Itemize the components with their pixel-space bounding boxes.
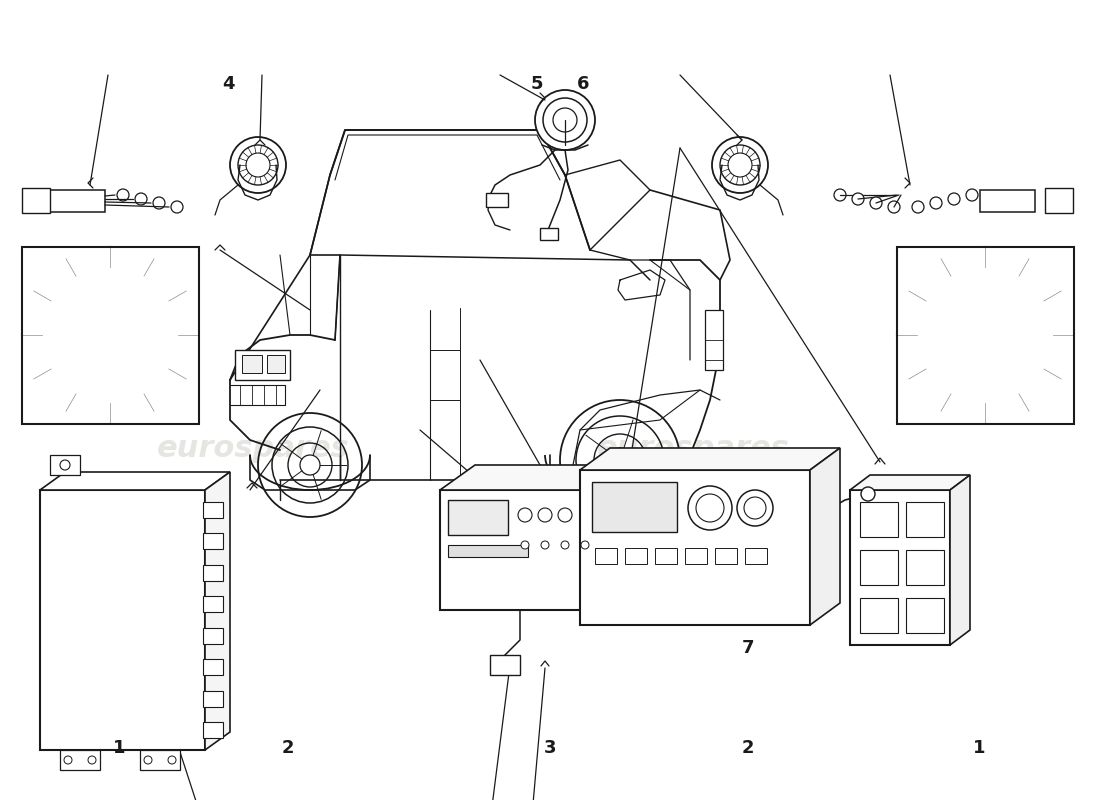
Polygon shape bbox=[580, 448, 840, 470]
Circle shape bbox=[948, 193, 960, 205]
Text: eurospares: eurospares bbox=[596, 434, 790, 462]
FancyBboxPatch shape bbox=[654, 548, 676, 564]
FancyBboxPatch shape bbox=[486, 193, 508, 207]
FancyBboxPatch shape bbox=[625, 548, 647, 564]
Text: 5: 5 bbox=[530, 75, 543, 93]
Circle shape bbox=[561, 541, 569, 549]
Circle shape bbox=[712, 137, 768, 193]
FancyBboxPatch shape bbox=[705, 310, 723, 370]
FancyBboxPatch shape bbox=[595, 548, 617, 564]
FancyBboxPatch shape bbox=[50, 455, 80, 475]
FancyBboxPatch shape bbox=[267, 355, 285, 373]
FancyBboxPatch shape bbox=[204, 722, 223, 738]
Circle shape bbox=[888, 201, 900, 213]
Text: 1: 1 bbox=[972, 739, 986, 757]
FancyBboxPatch shape bbox=[1045, 188, 1072, 213]
Polygon shape bbox=[850, 475, 970, 490]
FancyBboxPatch shape bbox=[22, 247, 199, 424]
Circle shape bbox=[168, 756, 176, 764]
FancyBboxPatch shape bbox=[860, 502, 898, 537]
Circle shape bbox=[737, 490, 773, 526]
FancyBboxPatch shape bbox=[715, 548, 737, 564]
Circle shape bbox=[144, 756, 152, 764]
FancyBboxPatch shape bbox=[490, 655, 520, 675]
Circle shape bbox=[170, 201, 183, 213]
Text: 3: 3 bbox=[543, 739, 557, 757]
FancyBboxPatch shape bbox=[204, 596, 223, 612]
Circle shape bbox=[870, 197, 882, 209]
Circle shape bbox=[60, 460, 70, 470]
Circle shape bbox=[538, 508, 552, 522]
Text: 1: 1 bbox=[112, 739, 125, 757]
FancyBboxPatch shape bbox=[60, 750, 100, 770]
FancyBboxPatch shape bbox=[906, 550, 944, 585]
Circle shape bbox=[541, 541, 549, 549]
Circle shape bbox=[64, 756, 72, 764]
FancyBboxPatch shape bbox=[242, 355, 262, 373]
Circle shape bbox=[930, 197, 942, 209]
FancyBboxPatch shape bbox=[448, 500, 508, 535]
FancyBboxPatch shape bbox=[906, 502, 944, 537]
FancyBboxPatch shape bbox=[40, 490, 205, 750]
Polygon shape bbox=[205, 472, 230, 750]
FancyBboxPatch shape bbox=[440, 490, 630, 610]
Circle shape bbox=[153, 197, 165, 209]
Circle shape bbox=[896, 247, 1072, 423]
Circle shape bbox=[581, 541, 589, 549]
FancyBboxPatch shape bbox=[204, 565, 223, 581]
FancyBboxPatch shape bbox=[140, 750, 180, 770]
FancyBboxPatch shape bbox=[204, 690, 223, 706]
Circle shape bbox=[558, 508, 572, 522]
Text: 6: 6 bbox=[576, 75, 590, 93]
FancyBboxPatch shape bbox=[580, 470, 810, 625]
Circle shape bbox=[521, 541, 529, 549]
Circle shape bbox=[117, 189, 129, 201]
FancyBboxPatch shape bbox=[235, 350, 290, 380]
FancyBboxPatch shape bbox=[204, 502, 223, 518]
Polygon shape bbox=[630, 465, 666, 610]
FancyBboxPatch shape bbox=[906, 598, 944, 633]
Circle shape bbox=[135, 193, 147, 205]
Circle shape bbox=[966, 189, 978, 201]
FancyBboxPatch shape bbox=[204, 659, 223, 675]
FancyBboxPatch shape bbox=[204, 628, 223, 644]
Polygon shape bbox=[40, 472, 230, 490]
Circle shape bbox=[230, 137, 286, 193]
Circle shape bbox=[912, 201, 924, 213]
FancyBboxPatch shape bbox=[448, 545, 528, 557]
FancyBboxPatch shape bbox=[980, 190, 1035, 212]
Circle shape bbox=[535, 90, 595, 150]
FancyBboxPatch shape bbox=[685, 548, 707, 564]
Text: 2: 2 bbox=[282, 739, 295, 757]
Circle shape bbox=[518, 508, 532, 522]
FancyBboxPatch shape bbox=[745, 548, 767, 564]
Circle shape bbox=[688, 486, 732, 530]
FancyBboxPatch shape bbox=[896, 247, 1074, 424]
FancyBboxPatch shape bbox=[850, 490, 950, 645]
Text: 2: 2 bbox=[741, 739, 755, 757]
Text: 4: 4 bbox=[222, 75, 235, 93]
Polygon shape bbox=[810, 448, 840, 625]
Circle shape bbox=[861, 487, 875, 501]
FancyBboxPatch shape bbox=[204, 534, 223, 550]
Circle shape bbox=[22, 247, 198, 423]
FancyBboxPatch shape bbox=[540, 228, 558, 240]
FancyBboxPatch shape bbox=[860, 598, 898, 633]
Circle shape bbox=[88, 756, 96, 764]
Text: 7: 7 bbox=[741, 639, 755, 657]
Circle shape bbox=[834, 189, 846, 201]
FancyBboxPatch shape bbox=[50, 190, 104, 212]
Polygon shape bbox=[440, 465, 666, 490]
Polygon shape bbox=[950, 475, 970, 645]
FancyBboxPatch shape bbox=[860, 550, 898, 585]
Circle shape bbox=[852, 193, 864, 205]
Text: eurospares: eurospares bbox=[156, 434, 350, 462]
FancyBboxPatch shape bbox=[592, 482, 676, 532]
FancyBboxPatch shape bbox=[22, 188, 50, 213]
